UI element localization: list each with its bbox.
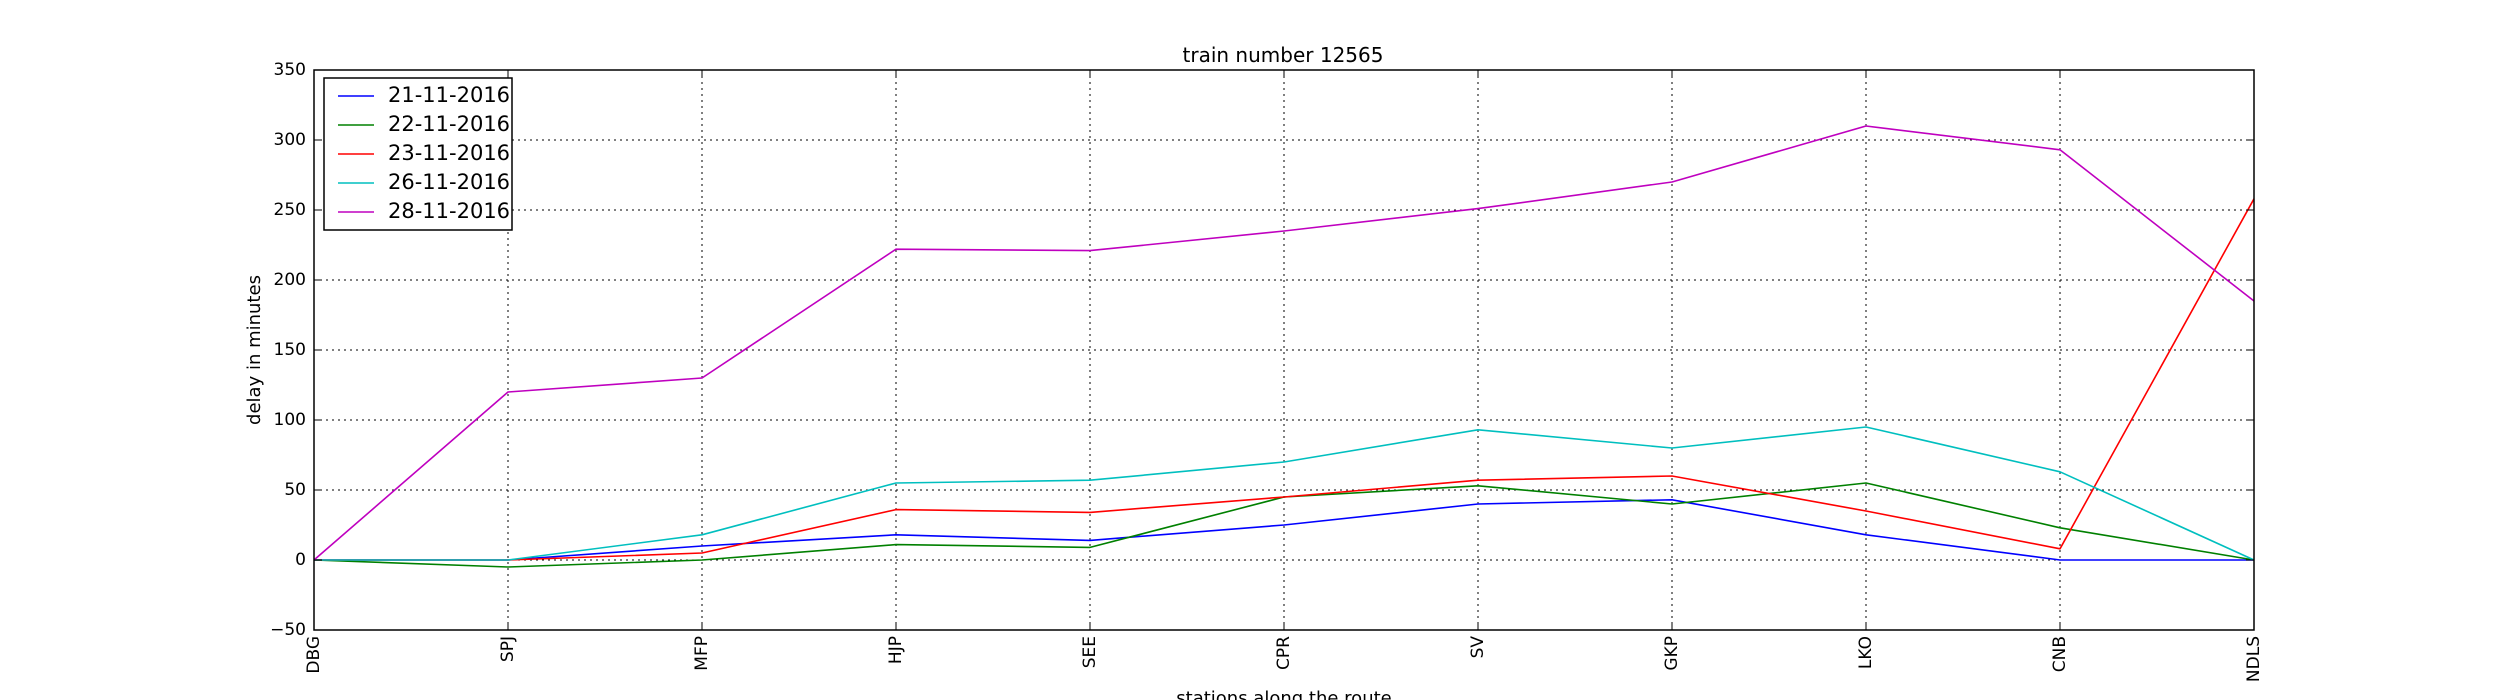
- legend-label: 21-11-2016: [388, 83, 510, 107]
- y-tick-label: 200: [274, 270, 306, 290]
- y-tick-label: 100: [274, 410, 306, 430]
- series-line-23-11-2016: [314, 198, 2255, 561]
- x-tick-label: CPR: [1274, 636, 1294, 670]
- y-tick-label: 250: [274, 200, 306, 220]
- x-tick-label: MFP: [692, 636, 712, 671]
- y-axis-label: delay in minutes: [244, 275, 265, 425]
- x-axis-label: stations along the route: [1176, 688, 1391, 700]
- x-tick-label: SEE: [1080, 636, 1100, 668]
- x-tick-label: NDLS: [2244, 636, 2264, 682]
- y-tick-label: −50: [270, 620, 306, 640]
- y-tick-label: 350: [274, 60, 306, 80]
- legend-label: 23-11-2016: [388, 141, 510, 165]
- legend-label: 22-11-2016: [388, 112, 510, 136]
- x-tick-label: SPJ: [498, 636, 518, 662]
- y-tick-label: 50: [284, 480, 306, 500]
- grid-lines: [313, 70, 2255, 630]
- x-tick-label: GKP: [1662, 636, 1682, 671]
- x-tick-label: DBG: [304, 636, 324, 674]
- legend-label: 26-11-2016: [388, 170, 510, 194]
- y-tick-label: 150: [274, 340, 306, 360]
- series-line-28-11-2016: [313, 125, 2255, 561]
- x-tick-label: HJP: [886, 636, 906, 664]
- x-tick-label: LKO: [1856, 636, 1876, 669]
- series-lines: [313, 125, 2255, 568]
- y-tick-label: 300: [274, 130, 306, 150]
- axis-ticks: DBG SPJ MFP HJP SEE CPR SV GKP LKO CNB NDLS −50 0 50 1…: [270, 60, 2264, 682]
- series-line-26-11-2016: [314, 426, 2255, 561]
- series-line-21-11-2016: [314, 498, 2254, 561]
- x-tick-label: CNB: [2050, 636, 2070, 672]
- y-tick-label: 0: [295, 550, 306, 570]
- legend: 21-11-2016 22-11-2016 23-11-2016 26-11-2016…: [323, 77, 513, 231]
- x-tick-label: SV: [1468, 636, 1488, 659]
- legend-label: 28-11-2016: [388, 199, 510, 223]
- chart-title: train number 12565: [1183, 43, 1384, 67]
